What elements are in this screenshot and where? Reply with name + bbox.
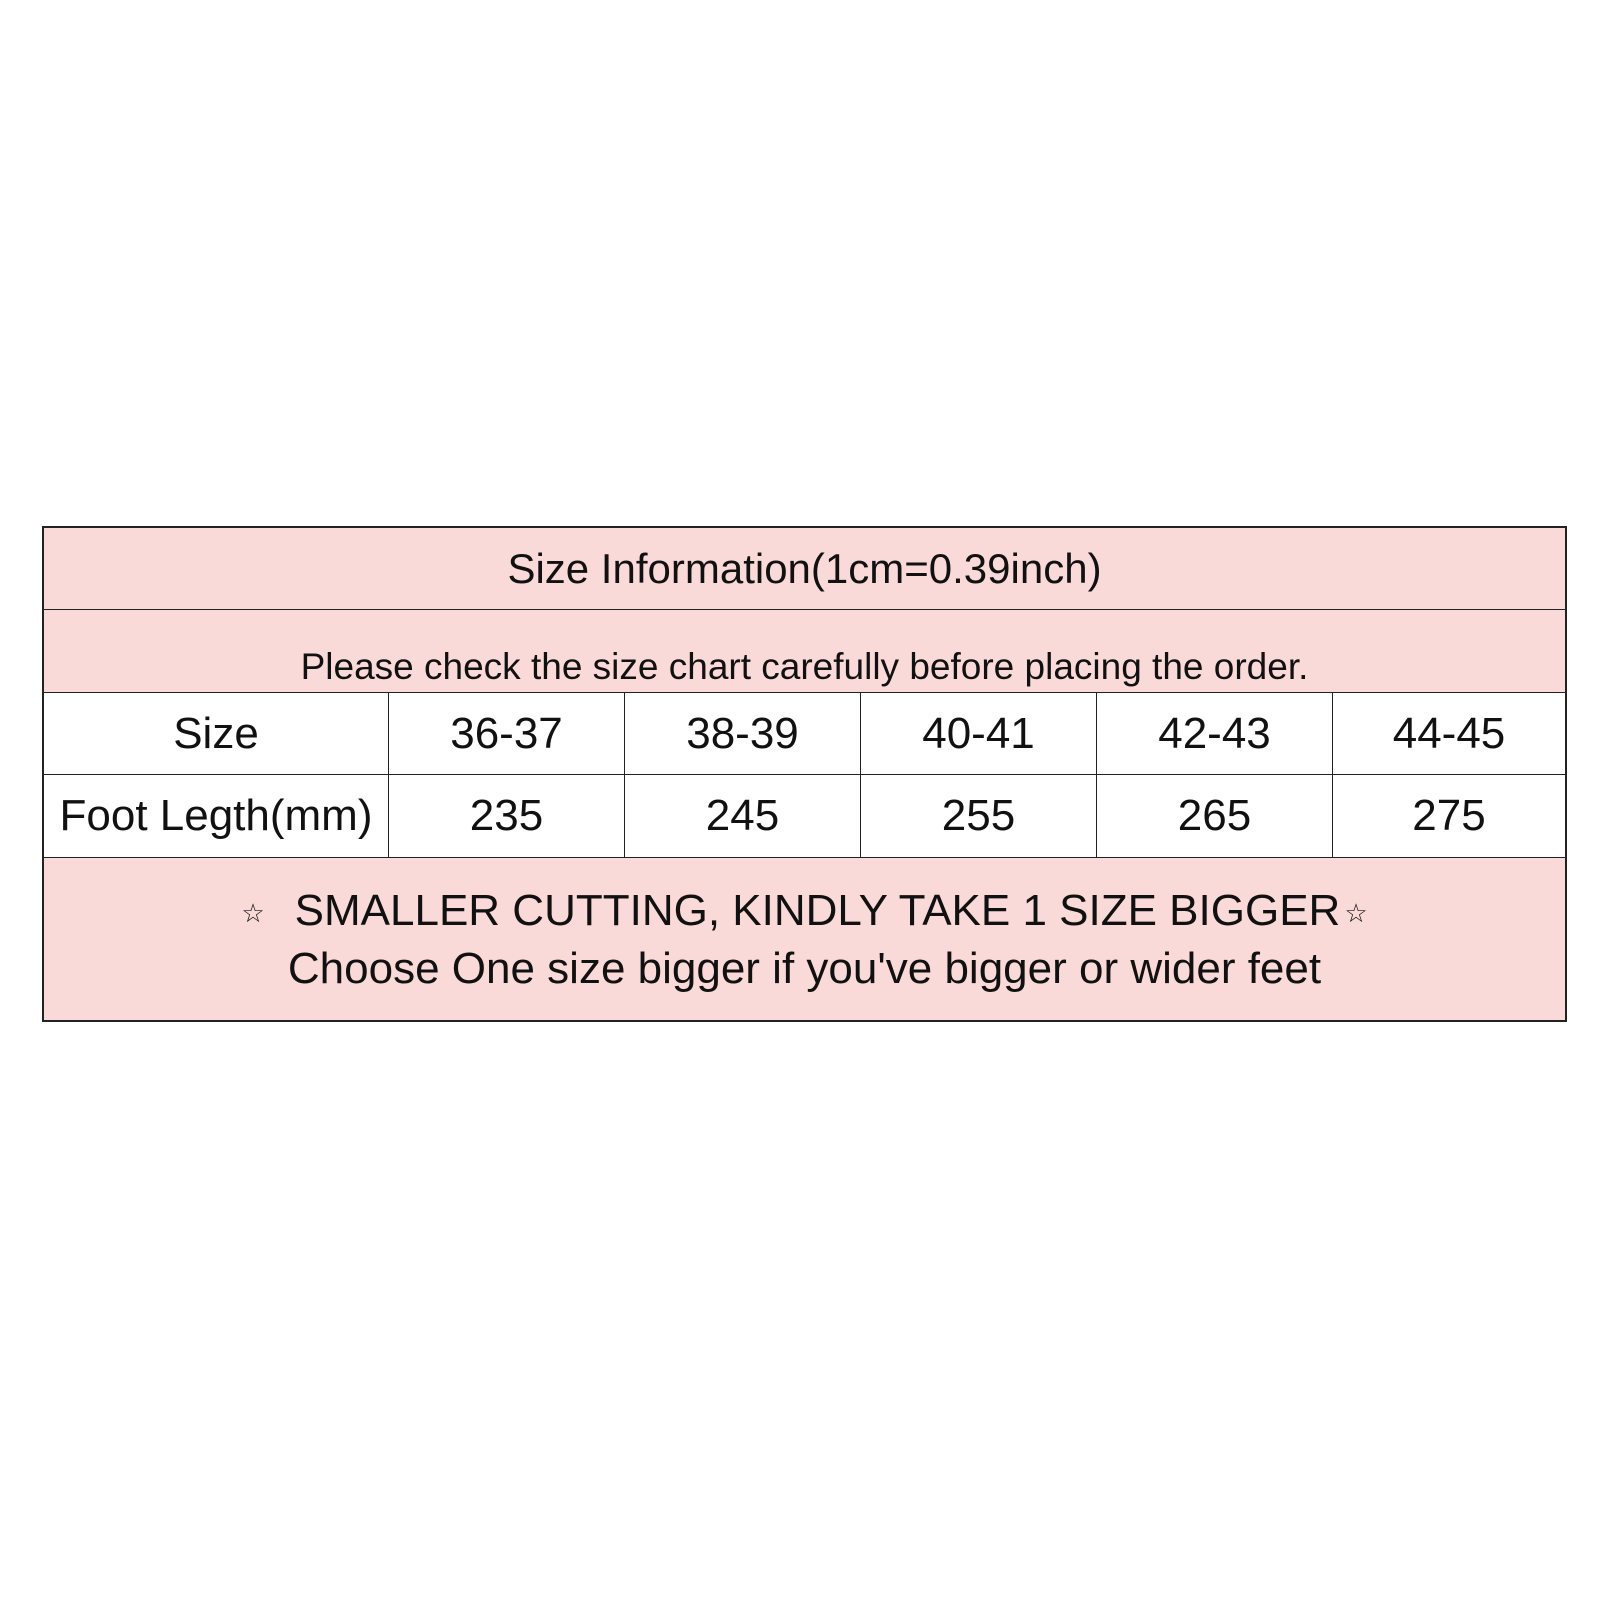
size-cell: 40-41 [861, 693, 1097, 774]
size-cell: 44-45 [1392, 708, 1506, 758]
chart-title: Size Information(1cm=0.39inch) [507, 544, 1102, 592]
note-line-1: ☆ SMALLER CUTTING, KINDLY TAKE 1 SIZE BIG… [44, 886, 1565, 936]
title-row: Size Information(1cm=0.39inch) [44, 528, 1565, 610]
star-icon: ☆ [241, 897, 265, 928]
size-chart-table: Size Information(1cm=0.39inch) Please ch… [42, 526, 1567, 1022]
row-label: Foot Legth(mm) [44, 775, 389, 857]
size-row: Size 36-37 38-39 40-41 42-43 44-45 [44, 693, 1565, 775]
length-cell: 255 [861, 775, 1097, 857]
size-cell: 42-43 [1097, 693, 1333, 774]
chart-subtitle: Please check the size chart carefully be… [300, 646, 1309, 687]
length-cell: 265 [1097, 775, 1333, 857]
note-line-2: Choose One size bigger if you've bigger … [287, 944, 1322, 993]
foot-length-row: Foot Legth(mm) 235 245 255 265 275 [44, 775, 1565, 858]
star-icon: ☆ [1344, 897, 1368, 928]
row-label: Size [44, 693, 389, 774]
note-text-1: SMALLER CUTTING, KINDLY TAKE 1 SIZE BIGG… [294, 886, 1341, 935]
length-cell: 245 [625, 775, 861, 857]
size-cell: 36-37 [389, 693, 625, 774]
length-cell: 275 [1412, 791, 1486, 840]
size-cell: 38-39 [625, 693, 861, 774]
notes-row: ☆ SMALLER CUTTING, KINDLY TAKE 1 SIZE BIG… [44, 858, 1565, 1020]
subtitle-row: Please check the size chart carefully be… [44, 610, 1565, 693]
length-cell: 235 [389, 775, 625, 857]
